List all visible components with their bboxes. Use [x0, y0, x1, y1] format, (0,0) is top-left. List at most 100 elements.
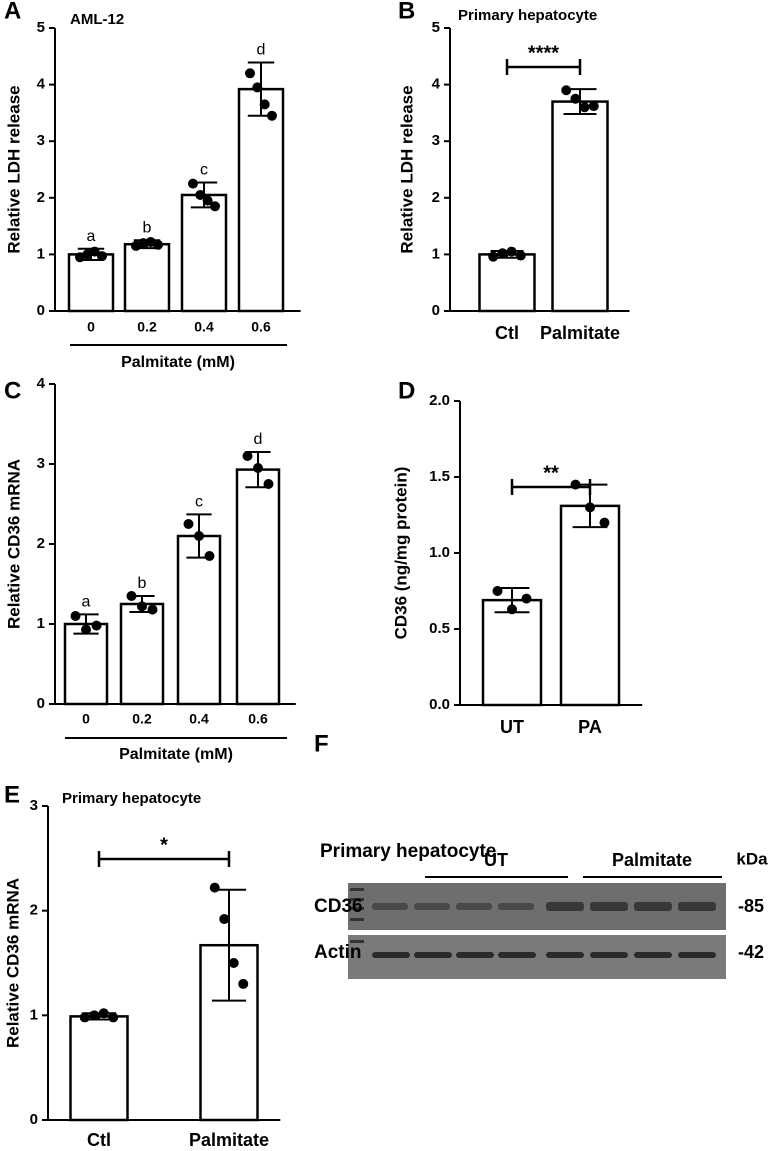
row-label: Actin — [314, 942, 362, 963]
data-point — [126, 591, 137, 601]
y-tick-label: 4 — [37, 76, 46, 93]
group-label: b — [143, 219, 152, 236]
row-label: CD36 — [314, 896, 363, 917]
data-point — [599, 517, 610, 528]
y-tick-label: 0.0 — [429, 696, 450, 713]
data-point — [81, 624, 91, 635]
group-label: a — [87, 228, 96, 245]
y-tick-label: 1 — [37, 245, 45, 262]
data-point — [245, 68, 255, 79]
x-tick-label: UT — [500, 717, 524, 737]
data-point — [183, 519, 194, 529]
bar — [123, 242, 171, 313]
significance-bracket — [505, 59, 582, 75]
data-point — [70, 611, 81, 621]
y-tick-label: 4 — [37, 375, 46, 392]
data-point — [585, 502, 595, 513]
data-point — [97, 251, 107, 262]
data-point — [209, 882, 220, 893]
data-point — [195, 189, 206, 200]
data-point — [89, 1010, 100, 1021]
y-axis-label: Relative CD36 mRNA — [3, 878, 22, 1048]
data-point — [253, 463, 263, 473]
group-label: d — [257, 42, 266, 59]
data-point — [228, 958, 239, 968]
y-tick-label: 3 — [30, 797, 38, 814]
data-point — [579, 102, 590, 113]
bar — [237, 87, 285, 313]
y-tick-label: 2.0 — [429, 392, 450, 409]
x-tick-label: 0 — [87, 319, 95, 335]
data-point — [210, 201, 220, 212]
significance-label: ** — [543, 462, 559, 484]
group-label: UT — [484, 850, 508, 870]
blot-title: Primary hepatocyte — [320, 841, 496, 862]
data-point — [242, 451, 253, 461]
x-tick-label: 0.2 — [132, 711, 152, 727]
y-tick-label: 0 — [432, 302, 440, 319]
x-tick-label: Palmitate — [189, 1130, 269, 1150]
x-tick-label: 0.2 — [137, 319, 157, 335]
y-tick-label: 5 — [432, 19, 440, 36]
data-point — [188, 178, 198, 189]
y-tick-label: 0 — [30, 1111, 38, 1128]
x-tick-label: Palmitate — [540, 323, 620, 343]
bar — [478, 253, 536, 313]
y-tick-label: 1 — [432, 245, 440, 262]
data-point — [194, 531, 204, 541]
ladder — [350, 888, 364, 943]
data-point — [153, 239, 163, 250]
bar — [176, 534, 222, 706]
y-axis-label: CD36 (ng/mg protein) — [391, 467, 410, 640]
y-axis-label: Relative LDH release — [397, 85, 416, 253]
y-tick-label: 2 — [37, 535, 45, 552]
x-tick-label: PA — [578, 717, 602, 737]
data-point — [492, 586, 503, 596]
x-tick-label: 0 — [82, 711, 90, 727]
y-tick-label: 3 — [432, 132, 440, 149]
bar — [63, 622, 109, 706]
data-point — [497, 248, 508, 259]
data-point — [521, 593, 532, 604]
significance-label: * — [160, 834, 168, 856]
bands — [372, 902, 716, 958]
data-point — [91, 620, 102, 631]
group-label: c — [200, 162, 208, 179]
x-axis-label: Palmitate (mM) — [119, 746, 233, 763]
data-point — [202, 195, 213, 206]
bar — [559, 504, 621, 707]
panel-label: E — [4, 781, 20, 808]
panel-label: D — [398, 377, 415, 404]
y-tick-label: 1.0 — [429, 544, 450, 561]
chart-title: Primary hepatocyte — [62, 790, 201, 807]
data-point — [137, 601, 147, 612]
x-axis-label: Palmitate (mM) — [121, 354, 235, 371]
panel-label: F — [314, 730, 329, 757]
data-point — [267, 110, 277, 121]
group-label: d — [254, 431, 263, 448]
panel-label: C — [4, 377, 21, 404]
bar — [235, 468, 281, 706]
data-point — [561, 85, 572, 96]
group-label: c — [195, 494, 203, 511]
chart-title: AML-12 — [70, 11, 124, 28]
western-blot: F Primary hepatocyte UT Palmitate kDa CD… — [314, 730, 768, 979]
data-point — [138, 238, 149, 249]
bar — [180, 193, 228, 313]
bar — [69, 1015, 129, 1122]
y-tick-label: 0 — [37, 302, 45, 319]
data-point — [98, 1008, 109, 1019]
data-point — [570, 93, 581, 104]
y-tick-label: 2 — [30, 902, 38, 919]
y-tick-label: 2 — [37, 189, 45, 206]
y-tick-label: 1 — [37, 615, 45, 632]
y-tick-label: 1.5 — [429, 468, 450, 485]
data-point — [507, 604, 517, 615]
significance-label: **** — [528, 42, 559, 64]
y-tick-label: 2 — [432, 189, 440, 206]
group-label: a — [82, 594, 91, 611]
data-point — [588, 101, 599, 112]
data-point — [506, 246, 517, 257]
size-label: -42 — [738, 942, 764, 962]
